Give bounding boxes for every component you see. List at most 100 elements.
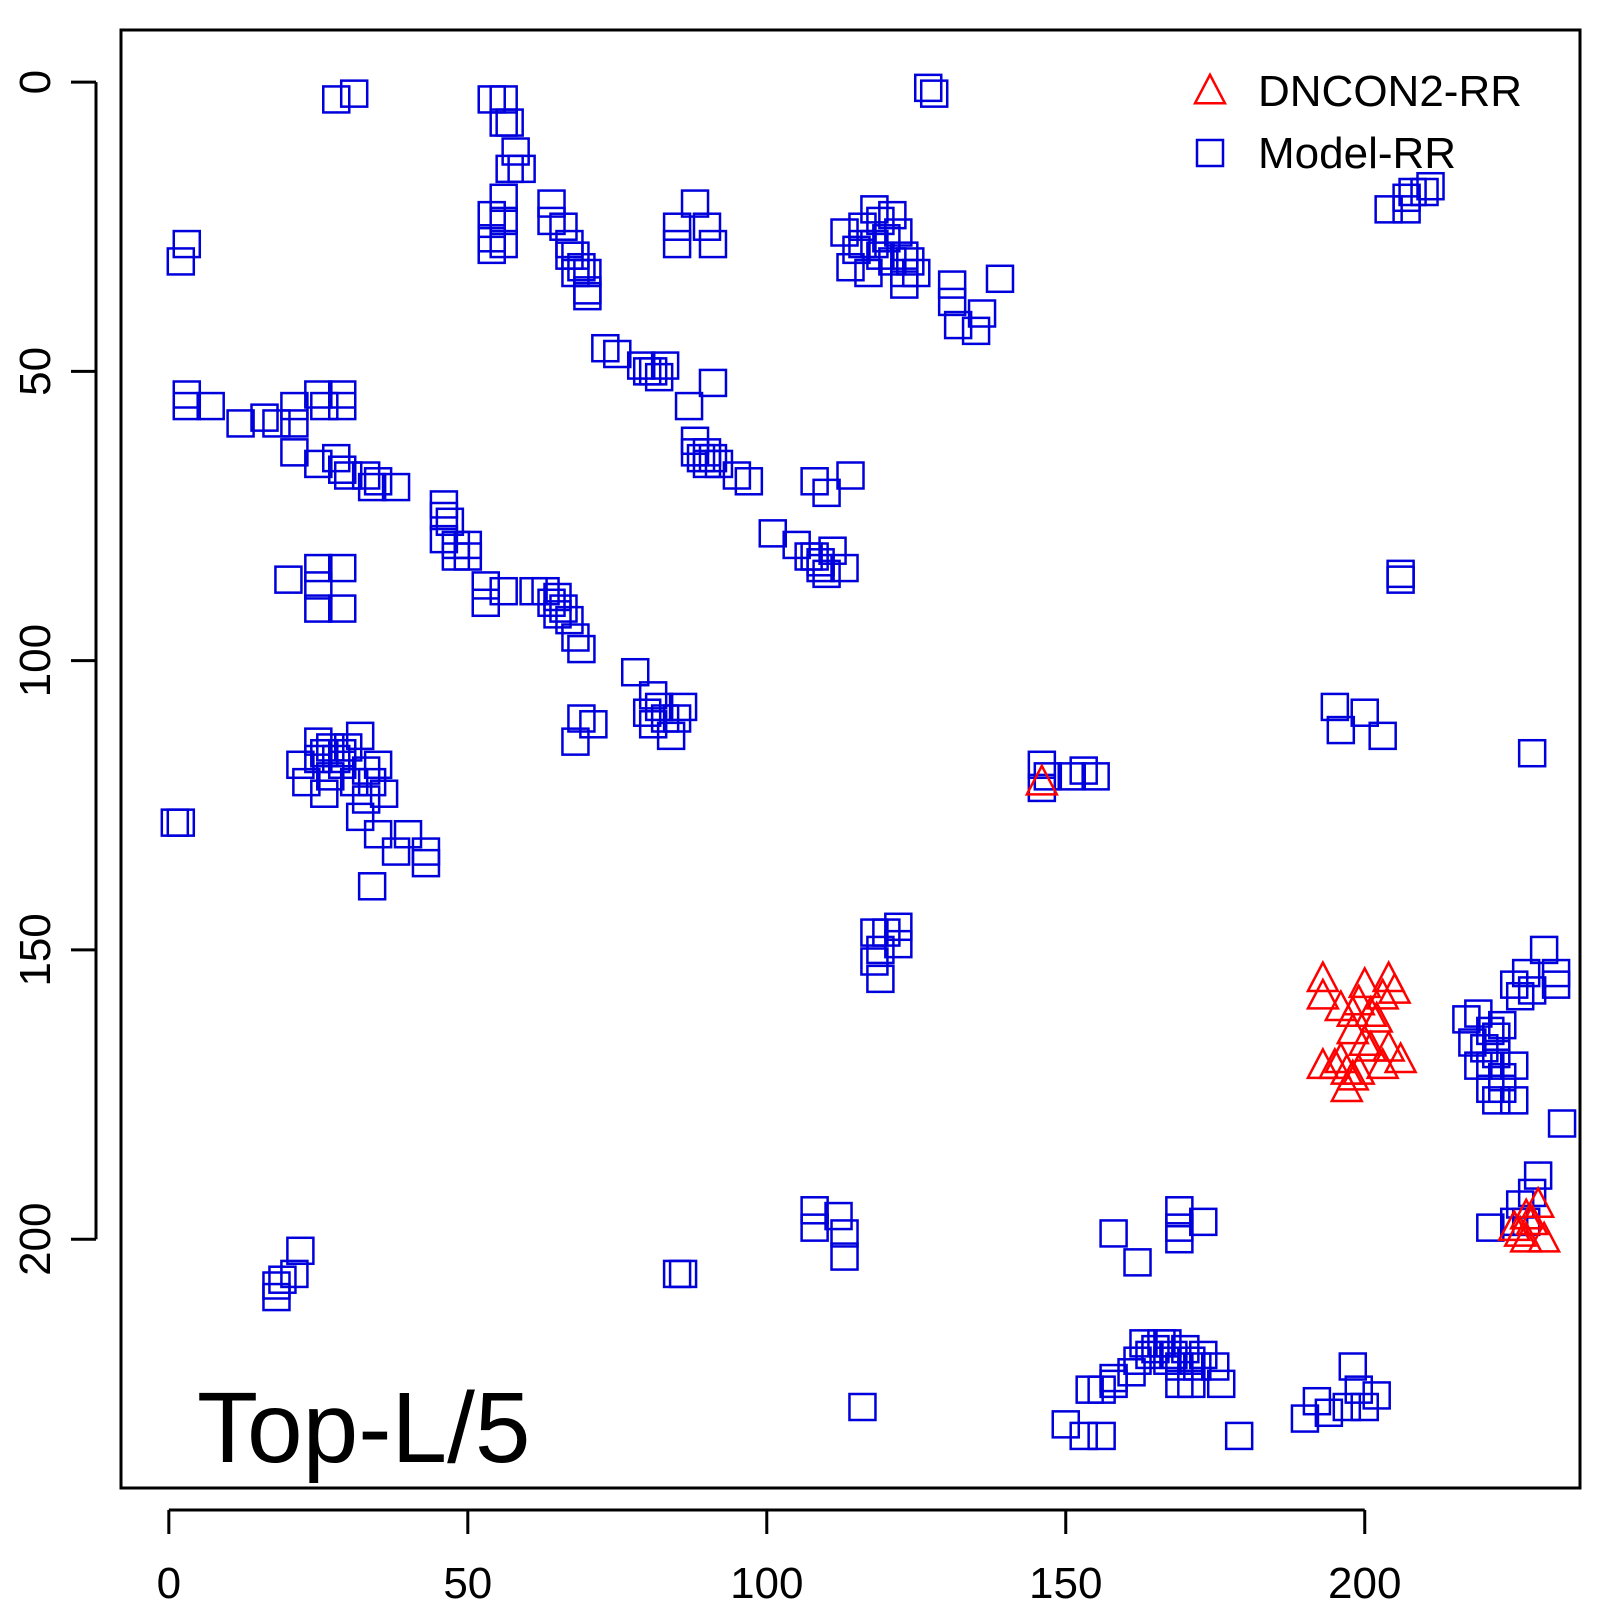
model-rr-point [662, 1259, 692, 1289]
x-tick-label: 50 [443, 1559, 492, 1600]
model-rr-point [579, 710, 608, 739]
model-rr-point [1177, 1369, 1206, 1399]
model-rr-point [1374, 195, 1403, 224]
model-rr-point [866, 935, 895, 965]
model-rr-point [489, 576, 518, 606]
model-rr-point [1027, 773, 1057, 803]
model-rr-point [393, 819, 423, 849]
model-rr-point [226, 409, 255, 438]
model-rr-point [327, 455, 357, 484]
model-rr-point [884, 218, 913, 247]
y-axis: 0 50 100 150 200 [11, 70, 98, 1276]
model-rr-point [620, 657, 650, 687]
model-rr-point [1350, 698, 1379, 727]
model-rr-point [351, 785, 381, 814]
model-rr-point [884, 912, 913, 942]
dncon2-rr-point [1383, 1040, 1418, 1074]
model-rr-point [280, 438, 309, 467]
model-rr-point [489, 85, 518, 114]
model-rr-point [1541, 970, 1571, 999]
plot-frame [119, 28, 1582, 1490]
model-rr-point [704, 449, 734, 479]
model-rr-point [166, 808, 196, 837]
dncon2-rr-point [1503, 1214, 1538, 1247]
model-rr-point [292, 767, 321, 797]
model-rr-point [196, 391, 225, 421]
model-rr-point [1511, 958, 1541, 988]
model-rr-point [1547, 1109, 1577, 1138]
model-rr-point [1386, 559, 1415, 589]
model-rr-point [830, 1242, 859, 1271]
legend-marker-model-rr [1195, 138, 1225, 168]
model-rr-point [567, 634, 596, 664]
model-rr-point [734, 467, 764, 496]
model-rr-point [333, 461, 363, 490]
model-rr-point [866, 964, 895, 994]
model-rr-point [878, 200, 907, 230]
model-rr-point [453, 542, 483, 571]
dncon2-rr-point [1347, 1023, 1382, 1056]
model-rr-point [369, 779, 399, 808]
model-rr-point [471, 571, 500, 600]
model-rr-point [800, 1196, 829, 1225]
dncon2-rr-point [1353, 994, 1388, 1028]
dncon2-rr-point [1509, 1220, 1544, 1253]
model-rr-point [363, 750, 393, 780]
model-rr-point [1189, 1207, 1218, 1237]
model-rr-point [662, 704, 692, 733]
model-rr-point [339, 79, 369, 108]
dncon2-rr-point [1329, 1069, 1364, 1103]
model-rr-point [429, 490, 459, 519]
model-rr-point [943, 310, 973, 340]
model-rr-point [848, 1392, 877, 1422]
dncon2-rr-point [1341, 983, 1376, 1016]
model-rr-point [1344, 1375, 1374, 1404]
model-rr-point [656, 721, 686, 751]
model-rr-point [1314, 1398, 1344, 1428]
model-rr-point [1033, 762, 1063, 791]
dncon2-rr-point [1521, 1185, 1556, 1218]
model-rr-point [1087, 1421, 1116, 1451]
model-rr-point [836, 461, 865, 490]
model-rr-point [1183, 1352, 1212, 1381]
dncon2-rr-point [1353, 1029, 1388, 1062]
model-rr-point [262, 1282, 291, 1312]
model-rr-point [561, 623, 590, 652]
x-tick-label: 200 [1328, 1559, 1401, 1600]
model-rr-point [1099, 1363, 1128, 1393]
plot-marks [160, 73, 1577, 1451]
model-rr-point [166, 247, 196, 276]
model-rr-point [573, 281, 602, 311]
model-rr-point [1201, 1352, 1230, 1381]
model-rr-point [1027, 750, 1057, 780]
model-rr-point [1165, 1213, 1194, 1242]
model-rr-point [937, 270, 967, 299]
legend-label-dncon2-rr: DNCON2-RR [1258, 67, 1522, 116]
dncon2-rr-point [1305, 977, 1340, 1010]
model-rr-point [860, 195, 889, 224]
legend-marker-dncon2-rr [1192, 72, 1228, 105]
model-rr-point [172, 380, 202, 409]
legend: DNCON2-RR Model-RR [1192, 67, 1522, 178]
y-tick-label: 0 [11, 70, 60, 94]
model-rr-point [1476, 1213, 1505, 1242]
x-tick-label: 150 [1029, 1559, 1102, 1600]
model-rr-point [603, 339, 632, 369]
model-rr-point [172, 391, 202, 421]
model-rr-point [304, 449, 333, 479]
model-rr-point [860, 947, 889, 976]
y-tick-label: 200 [11, 1203, 60, 1276]
y-tick-label: 100 [11, 624, 60, 697]
model-rr-point [698, 443, 728, 473]
model-rr-point [1499, 1086, 1529, 1115]
model-rr-point [800, 1213, 829, 1242]
dncon2-rr-point [1365, 977, 1400, 1010]
model-rr-point [1206, 1369, 1236, 1399]
y-tick-label: 150 [11, 913, 60, 986]
model-rr-point [268, 1265, 297, 1294]
model-rr-point [1392, 195, 1421, 224]
model-rr-point [495, 108, 524, 137]
x-tick-label: 100 [730, 1559, 803, 1600]
dncon2-rr-point [1024, 763, 1059, 796]
model-rr-point [573, 258, 602, 288]
